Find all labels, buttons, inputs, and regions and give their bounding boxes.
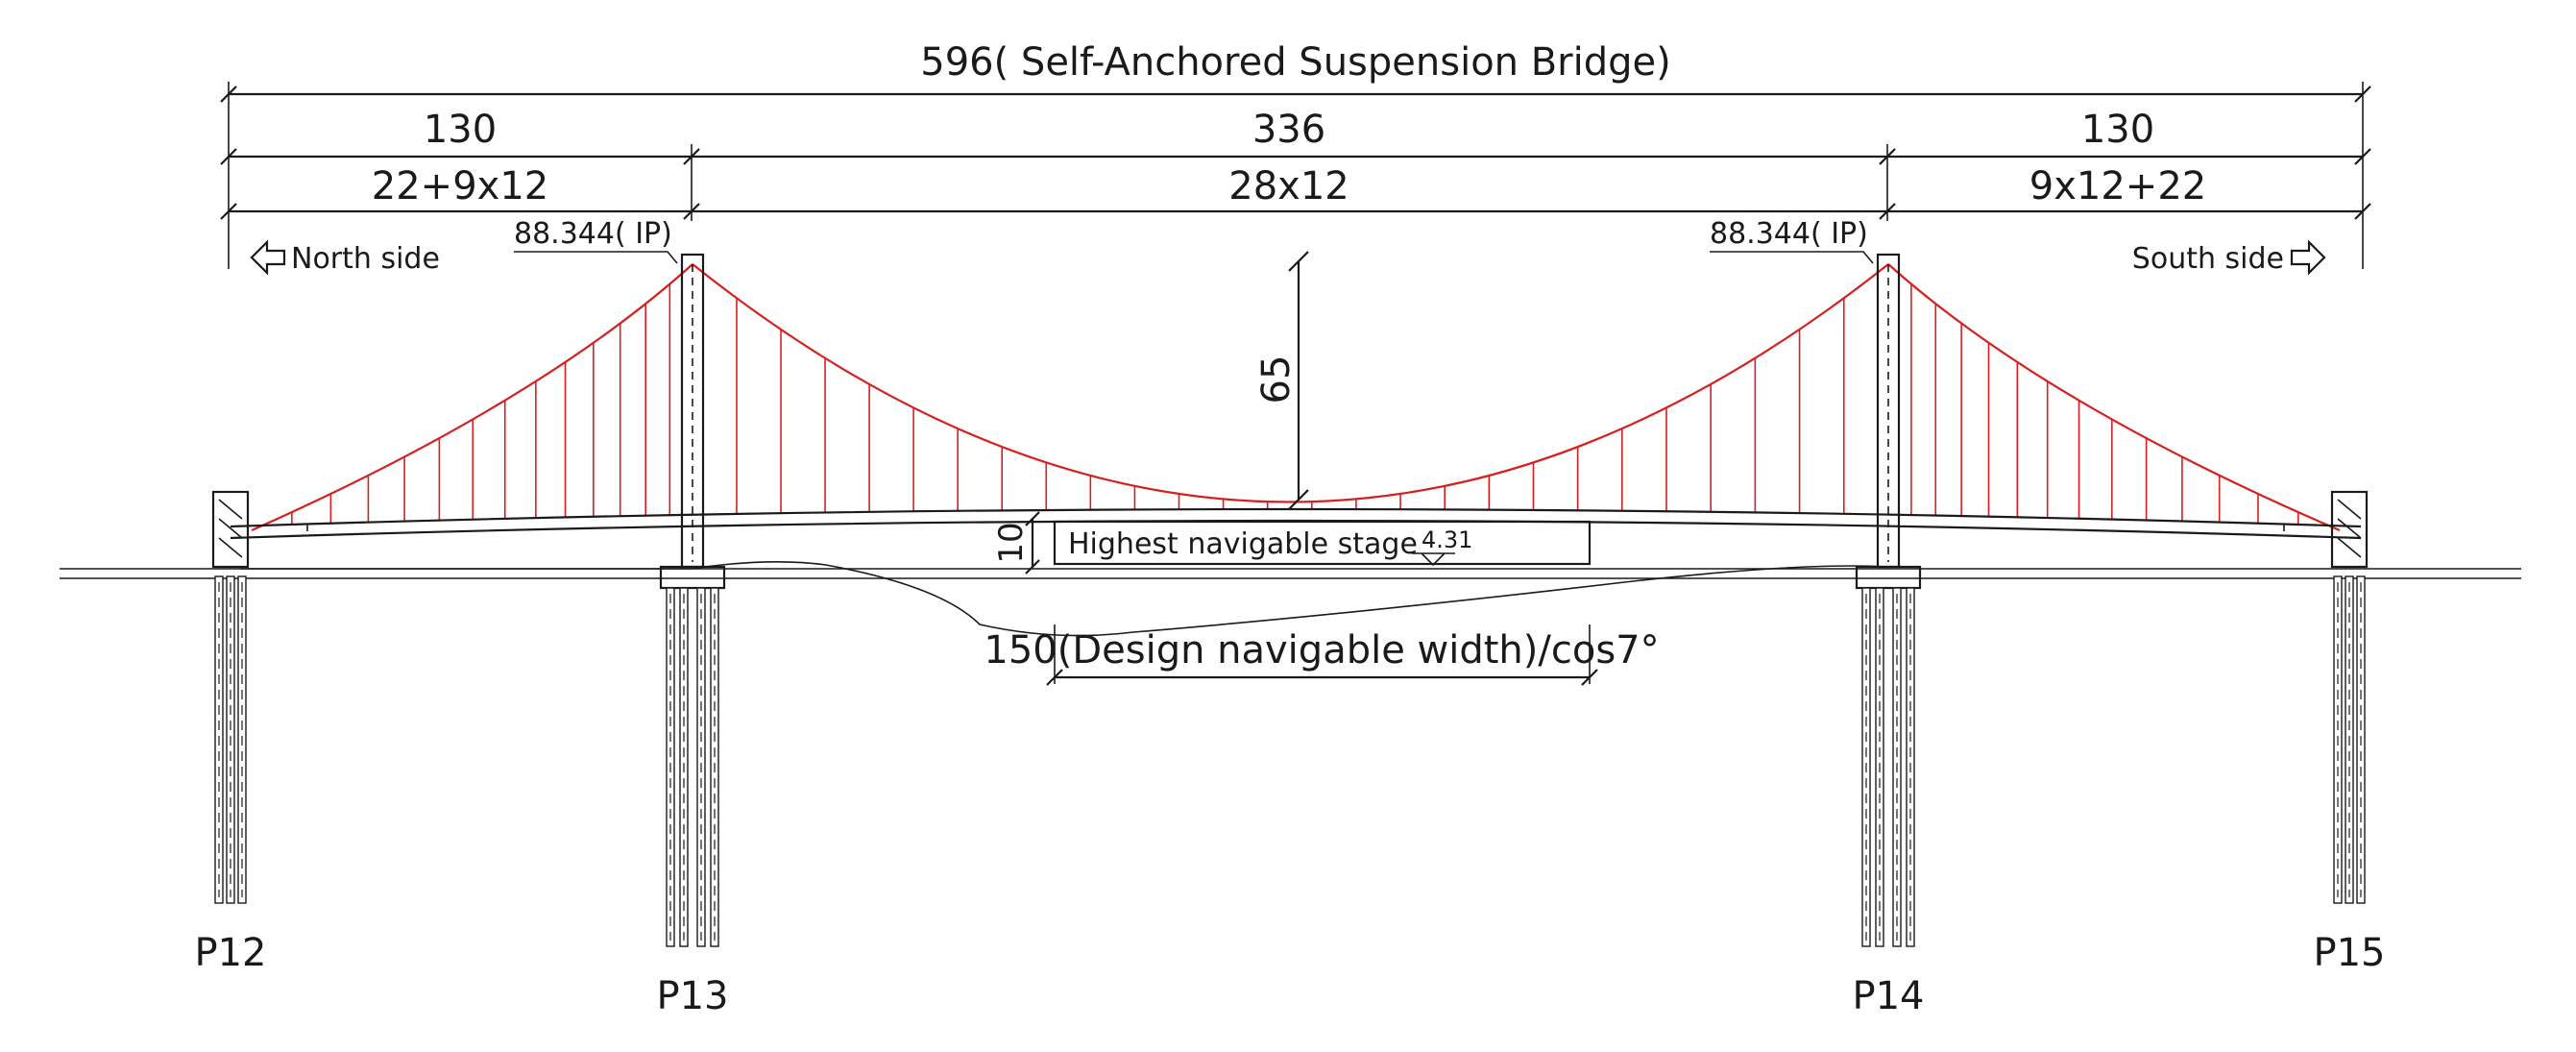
tower-p14	[1855, 253, 1922, 590]
south-side-label: South side	[2132, 242, 2284, 276]
north-span-label: 130	[424, 108, 497, 152]
south-span-label: 130	[2081, 108, 2154, 152]
ip-elevation-left: 88.344( IP)	[514, 217, 672, 251]
total-length-label: 596( Self-Anchored Suspension Bridge)	[920, 40, 1670, 85]
navigable-stage-label: Highest navigable stage	[1068, 527, 1418, 561]
main-girder-label: 28x12	[1228, 164, 1349, 208]
left-arrow-icon	[250, 239, 286, 276]
sag-dimension	[1288, 251, 1309, 510]
navigable-stage-elevation: 4.31	[1422, 526, 1472, 553]
pier-label-p12: P12	[194, 931, 266, 975]
piles-p14	[1861, 587, 1915, 947]
piles-p12	[214, 575, 247, 904]
clearance-label: 10	[992, 522, 1031, 563]
sag-label: 65	[1254, 355, 1299, 404]
tower-p13	[659, 253, 726, 590]
cable-main-span	[692, 263, 1889, 503]
navigable-width-dimension	[1046, 624, 1598, 686]
main-span-label: 336	[1252, 108, 1325, 152]
cable-south-side	[1887, 263, 2341, 532]
navigable-width-label: 150(Design navigable width)/cos7°	[984, 628, 1659, 673]
piles-p15	[2333, 575, 2366, 904]
clearance-dimension	[1025, 511, 1040, 575]
pier-p15-cap	[2330, 490, 2369, 569]
ip-elevation-right: 88.344( IP)	[1710, 217, 1868, 251]
north-girder-label: 22+9x12	[372, 164, 548, 208]
north-side-label: North side	[291, 242, 440, 276]
pier-label-p14: P14	[1852, 974, 1924, 1018]
right-arrow-icon	[2290, 239, 2326, 276]
pier-label-p13: P13	[656, 974, 728, 1018]
pier-label-p15: P15	[2313, 931, 2385, 975]
piles-p13	[666, 587, 719, 947]
ground-lines	[60, 561, 2521, 637]
pier-p12-cap	[211, 490, 250, 569]
pile-foundations	[214, 575, 2366, 947]
dimension-lines	[220, 82, 2371, 269]
navigation-clearance-box	[1053, 520, 1592, 566]
south-girder-label: 9x12+22	[2029, 164, 2206, 208]
hangers	[291, 283, 2299, 525]
